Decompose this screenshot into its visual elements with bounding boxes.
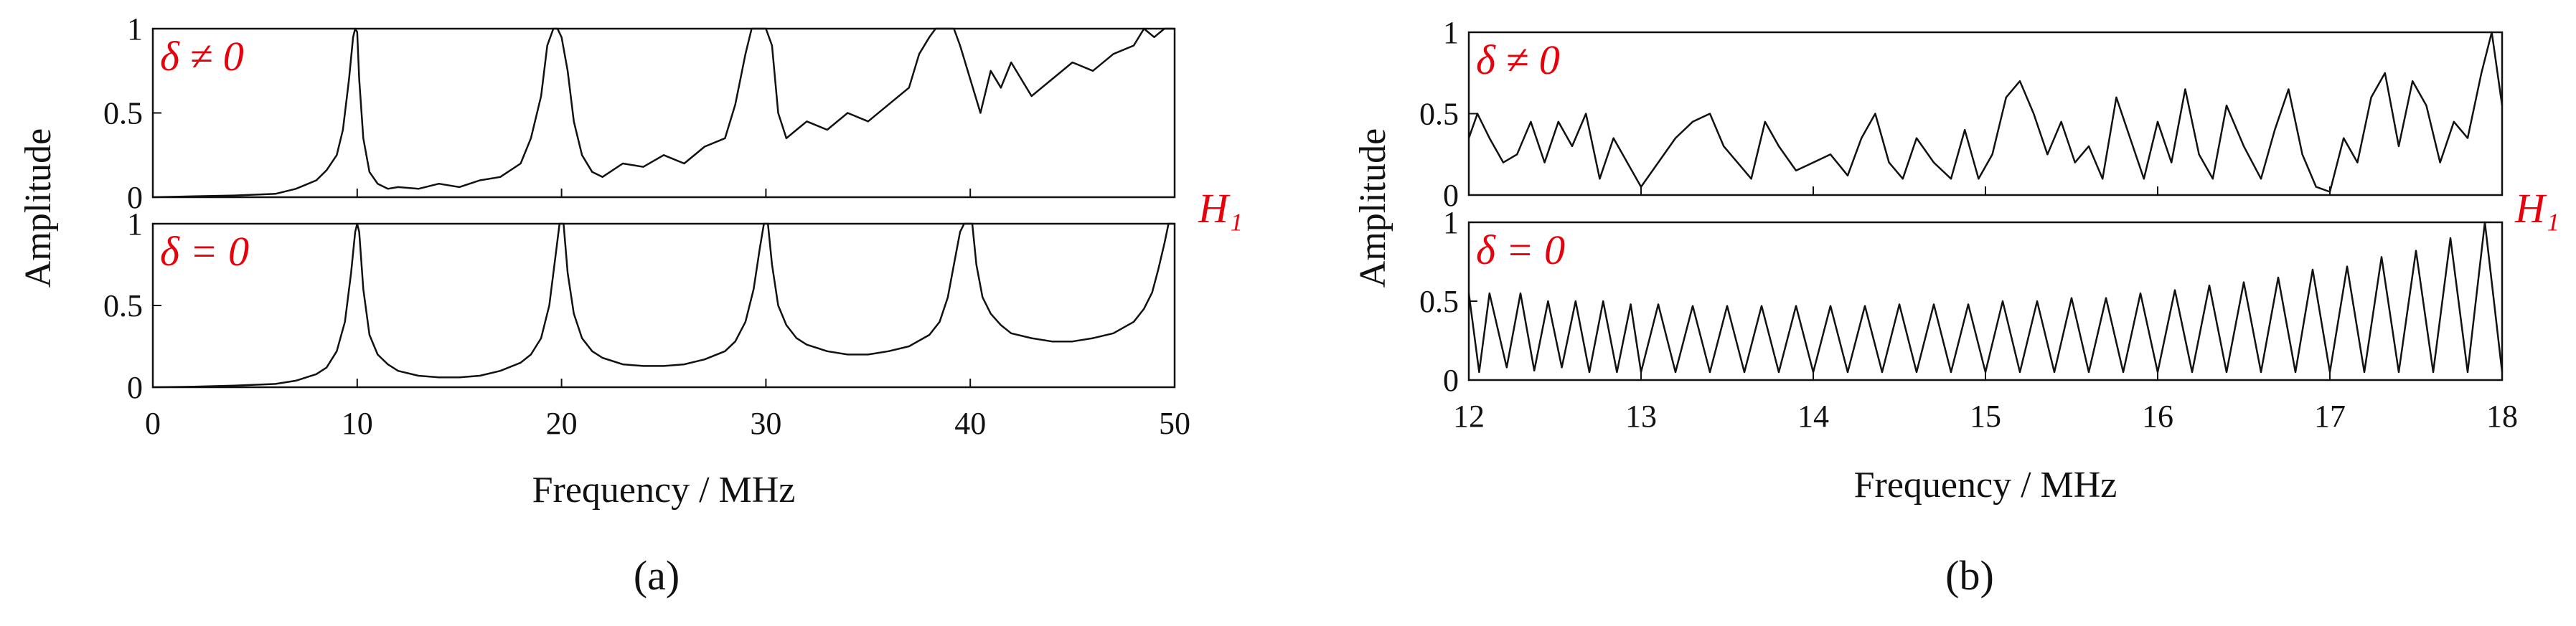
y-tick-label: 1 [127,207,143,242]
delta-label: δ = 0 [1476,227,1565,273]
series-line [1467,31,2504,193]
y-tick-label: 0 [127,180,143,215]
plot-frame [151,222,1176,389]
y-tick-label: 1 [1443,205,1459,240]
plot-frame [1467,221,2504,381]
x-tick-label: 20 [546,406,578,441]
h1-label: H₁ [2514,185,2559,232]
x-tick-label: 40 [954,406,986,441]
x-tick-label: 13 [1625,399,1657,434]
x-tick-label: 15 [1970,399,2001,434]
y-tick-label: 0 [1443,363,1459,398]
x-tick-label: 14 [1797,399,1829,434]
x-tick-label: 18 [2486,399,2518,434]
subplot-delta-zero: 0 0.5 1 δ = 0 [103,207,1176,405]
y-tick-label: 0.5 [1419,284,1459,319]
delta-label: δ = 0 [160,228,249,275]
x-tick-label: 17 [2314,399,2346,434]
subplot-delta-nonzero: 0 0.5 1 δ ≠ 0 H₁ [103,11,1243,232]
y-axis-label: Amplitude [1353,128,1393,288]
x-axis-label: Frequency / MHz [1854,465,2117,506]
y-axis-label: Amplitude [18,128,59,288]
panel-a: 0 0.5 1 δ ≠ 0 H₁ 0 0.5 1 δ = 0 0 10 20 30 40 50 Frequen… [18,11,1243,511]
h1-label: H₁ [1198,185,1243,232]
x-axis-label: Frequency / MHz [532,470,796,511]
caption-b: (b) [1945,552,1994,599]
y-tick-label: 1 [127,11,143,47]
series-line [152,27,1175,199]
y-tick-label: 0 [127,370,143,405]
x-tick-label: 0 [145,406,161,441]
plot-frame [151,27,1176,199]
y-tick-label: 0.5 [103,288,143,323]
x-tick-label: 30 [750,406,781,441]
y-tick-label: 0.5 [1419,97,1459,132]
delta-label: δ ≠ 0 [160,33,244,80]
panel-b: 0 0.5 1 δ ≠ 0 H₁ 0 0.5 1 δ = 0 12 13 14 15 16 17 18 Freq… [1353,15,2559,506]
delta-label: δ ≠ 0 [1476,37,1560,83]
plot-frame [1467,31,2504,196]
x-tick-label: 50 [1159,406,1190,441]
series-line [1467,221,2504,374]
x-tick-label: 16 [2142,399,2173,434]
subplot-delta-zero: 0 0.5 1 δ = 0 [1419,205,2504,398]
series-line [152,222,1175,389]
x-tick-label: 12 [1453,399,1485,434]
subplot-delta-nonzero: 0 0.5 1 δ ≠ 0 H₁ [1419,15,2559,232]
y-tick-label: 0.5 [103,96,143,131]
y-tick-label: 0 [1443,178,1459,213]
y-tick-label: 1 [1443,15,1459,50]
caption-a: (a) [634,552,680,599]
x-tick-label: 10 [342,406,373,441]
